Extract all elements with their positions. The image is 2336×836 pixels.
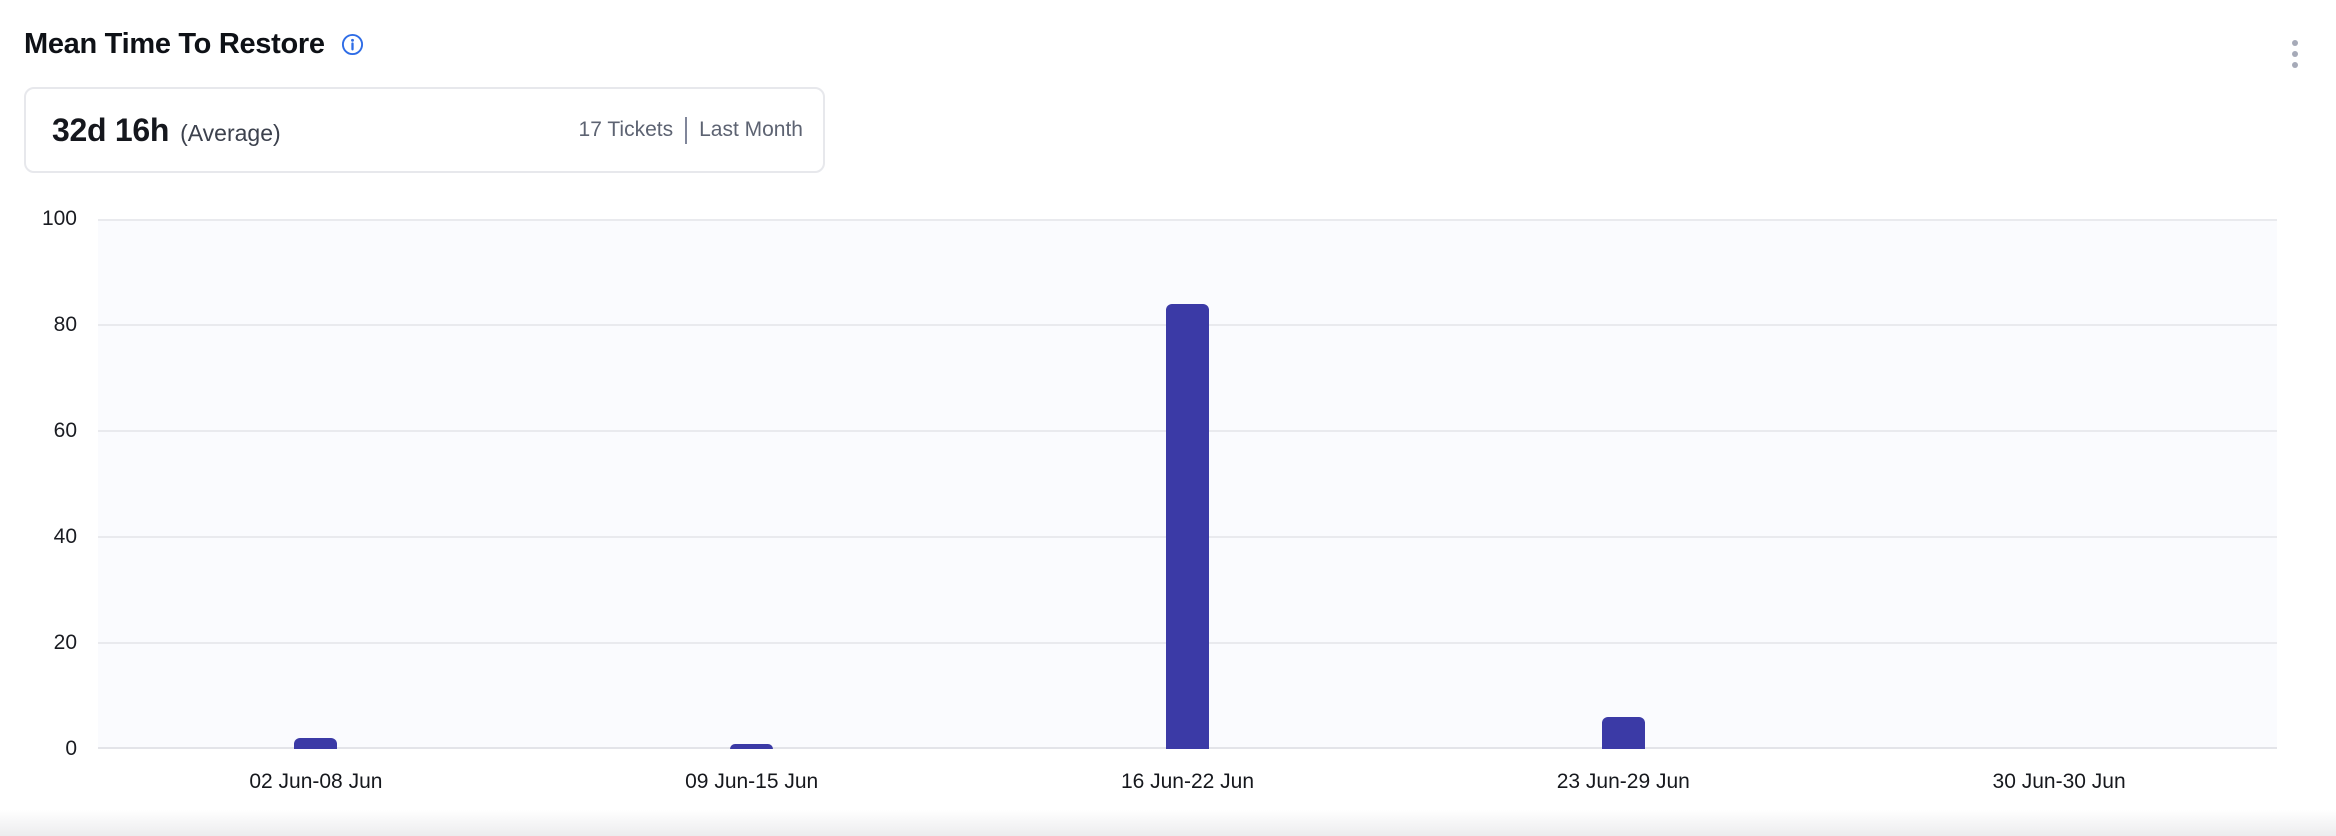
y-tick-label-40: 40 bbox=[53, 525, 77, 548]
y-tick-label-20: 20 bbox=[53, 631, 77, 654]
bar-23-jun-29-jun[interactable] bbox=[1601, 717, 1645, 749]
summary-value-group: 32d 16h (Average) bbox=[52, 112, 281, 149]
bottom-edge-shadow bbox=[0, 810, 2336, 836]
x-tick-label-4: 23 Jun-29 Jun bbox=[1556, 770, 1690, 793]
summary-card: 32d 16h (Average) 17 Tickets Last Month bbox=[24, 87, 825, 173]
kebab-dot bbox=[2292, 62, 2298, 68]
y-axis: 0 20 40 60 80 100 bbox=[0, 207, 77, 760]
x-tick-label-1: 02 Jun-08 Jun bbox=[249, 770, 383, 793]
y-tick-label-100: 100 bbox=[41, 207, 77, 230]
x-tick-label-2: 09 Jun-15 Jun bbox=[685, 770, 819, 793]
gridline-y-100 bbox=[98, 219, 2277, 221]
bar-02-jun-08-jun[interactable] bbox=[294, 738, 338, 749]
kebab-dot bbox=[2292, 40, 2298, 46]
average-value: 32d 16h bbox=[52, 111, 170, 148]
plot-area bbox=[98, 219, 2277, 749]
y-tick-label-80: 80 bbox=[53, 313, 77, 336]
page-title: Mean Time To Restore bbox=[24, 28, 325, 60]
tickets-count: 17 Tickets bbox=[578, 118, 674, 141]
average-qualifier: (Average) bbox=[180, 119, 281, 146]
summary-meta-group: 17 Tickets Last Month bbox=[578, 116, 803, 144]
widget-header: Mean Time To Restore bbox=[24, 26, 364, 62]
x-axis: 02 Jun-08 Jun 09 Jun-15 Jun 16 Jun-22 Jun 2… bbox=[98, 768, 2277, 800]
kebab-dot bbox=[2292, 51, 2298, 57]
bar-16-jun-22-jun[interactable] bbox=[1166, 303, 1209, 749]
kebab-menu-icon[interactable] bbox=[2288, 36, 2302, 72]
period-label: Last Month bbox=[699, 118, 803, 141]
x-tick-label-5: 30 Jun-30 Jun bbox=[1992, 770, 2126, 793]
x-tick-label-3: 16 Jun-22 Jun bbox=[1120, 770, 1255, 793]
bar-09-jun-15-jun[interactable] bbox=[730, 743, 774, 749]
meta-separator bbox=[685, 116, 688, 144]
y-tick-label-60: 60 bbox=[53, 419, 77, 442]
info-icon[interactable] bbox=[341, 33, 364, 56]
y-tick-label-0: 0 bbox=[65, 737, 77, 760]
